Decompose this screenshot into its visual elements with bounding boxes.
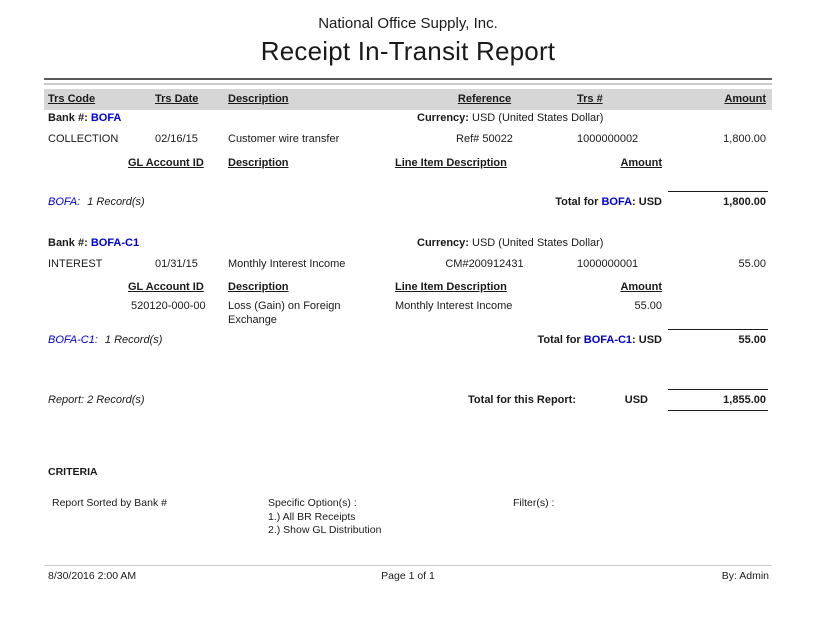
- gl-description-value: Loss (Gain) on Foreign Exchange: [228, 300, 341, 326]
- report-total-amount: 1,855.00: [668, 389, 768, 411]
- gl-col-header-description: Description: [228, 157, 289, 169]
- currency-value: USD (United States Dollar): [472, 112, 604, 124]
- gl-col-header-amount: Amount: [620, 157, 662, 169]
- trs-date-value: 01/31/15: [155, 258, 198, 270]
- criteria-filters-label: Filter(s) :: [513, 497, 555, 509]
- bank-label: Bank #:: [48, 112, 88, 124]
- criteria-options-label: Specific Option(s) :: [268, 497, 357, 509]
- bank-code: BOFA: [90, 112, 122, 124]
- trs-code-value: INTEREST: [48, 258, 103, 270]
- total-for-label: Total for: [537, 334, 581, 346]
- currency-label: Currency:: [417, 112, 469, 124]
- amount-value: 55.00: [738, 258, 766, 270]
- report-total-label: Total for this Report:: [468, 394, 576, 406]
- footer-page-number: Page 1 of 1: [381, 570, 435, 582]
- trs-code-value: COLLECTION: [48, 133, 119, 145]
- reference-value: Ref# 50022: [456, 133, 513, 145]
- bank-header-row: Bank #: BOFA-C1 Currency: USD (United St…: [48, 236, 768, 250]
- records-bank-code: BOFA:: [48, 196, 81, 208]
- col-header-description: Description: [228, 93, 289, 105]
- description-value: Customer wire transfer: [228, 133, 340, 145]
- trs-num-value: 1000000001: [577, 258, 639, 270]
- reference-value: CM#200912431: [445, 258, 524, 270]
- transaction-row: INTEREST 01/31/15 Monthly Interest Incom…: [48, 257, 768, 271]
- gl-col-header-account: GL Account ID: [128, 281, 204, 293]
- criteria-sorted-by: Report Sorted by Bank #: [52, 497, 167, 509]
- bank-total-row: BOFA-C1: 1 Record(s) Total for BOFA-C1: U…: [48, 329, 768, 351]
- currency-value: USD (United States Dollar): [472, 237, 604, 249]
- col-header-trs-num: Trs #: [577, 93, 603, 105]
- title-rule-dark: [44, 78, 772, 80]
- description-value: Monthly Interest Income: [228, 258, 346, 270]
- footer-rule: [44, 565, 772, 566]
- gl-account-value: 520120-000-00: [131, 300, 206, 312]
- company-name: National Office Supply, Inc.: [318, 15, 498, 32]
- criteria-option-1: 1.) All BR Receipts: [268, 510, 356, 523]
- trs-num-value: 1000000002: [577, 133, 639, 145]
- total-bank-code: BOFA-C1: [583, 334, 633, 346]
- total-currency-suffix: : USD: [632, 334, 662, 346]
- criteria-heading: CRITERIA: [48, 466, 98, 478]
- criteria-specific-options: Specific Option(s) : 1.) All BR Receipts…: [268, 497, 381, 538]
- gl-col-header-line-item: Line Item Description: [395, 281, 507, 293]
- currency-label: Currency:: [417, 237, 469, 249]
- report-total-currency: USD: [624, 394, 648, 406]
- records-bank-code: BOFA-C1:: [48, 334, 98, 346]
- footer-by-user: By: Admin: [721, 570, 769, 582]
- col-header-trs-code: Trs Code: [48, 93, 96, 105]
- amount-value: 1,800.00: [723, 133, 766, 145]
- bank-header-row: Bank #: BOFA Currency: USD (United State…: [48, 111, 768, 125]
- report-total-row: Report: 2 Record(s) Total for this Repor…: [48, 389, 768, 411]
- col-header-reference: Reference: [457, 93, 512, 105]
- column-header-bar: Trs Code Trs Date Description Reference …: [44, 89, 772, 110]
- gl-header-row: GL Account ID Description Line Item Desc…: [48, 156, 768, 170]
- title-rule-light: [44, 83, 772, 85]
- report-title: Receipt In-Transit Report: [260, 36, 556, 66]
- gl-distribution-row: 520120-000-00 Loss (Gain) on Foreign Exc…: [48, 299, 768, 327]
- records-count: 1 Record(s): [104, 334, 163, 346]
- total-bank-code: BOFA: [601, 196, 633, 208]
- bank-total-row: BOFA: 1 Record(s) Total for BOFA: USD 1,8…: [48, 191, 768, 213]
- col-header-amount: Amount: [724, 93, 766, 105]
- bank-total-amount: 55.00: [668, 329, 768, 346]
- bank-label: Bank #:: [48, 237, 88, 249]
- bank-code: BOFA-C1: [90, 237, 140, 249]
- gl-col-header-amount: Amount: [620, 281, 662, 293]
- gl-col-header-account: GL Account ID: [128, 157, 204, 169]
- gl-amount-value: 55.00: [634, 300, 662, 312]
- records-count: 1 Record(s): [87, 196, 145, 208]
- bank-total-amount: 1,800.00: [668, 191, 768, 208]
- gl-col-header-description: Description: [228, 281, 289, 293]
- report-records-count: Report: 2 Record(s): [48, 394, 145, 406]
- gl-col-header-line-item: Line Item Description: [395, 157, 507, 169]
- transaction-row: COLLECTION 02/16/15 Customer wire transf…: [48, 132, 768, 146]
- gl-header-row: GL Account ID Description Line Item Desc…: [48, 280, 768, 294]
- criteria-option-2: 2.) Show GL Distribution: [268, 524, 382, 536]
- total-for-label: Total for: [555, 196, 599, 208]
- footer-datetime: 8/30/2016 2:00 AM: [48, 570, 137, 582]
- total-currency-suffix: : USD: [632, 196, 662, 208]
- trs-date-value: 02/16/15: [155, 133, 198, 145]
- col-header-trs-date: Trs Date: [155, 93, 199, 105]
- gl-line-item-value: Monthly Interest Income: [395, 300, 513, 312]
